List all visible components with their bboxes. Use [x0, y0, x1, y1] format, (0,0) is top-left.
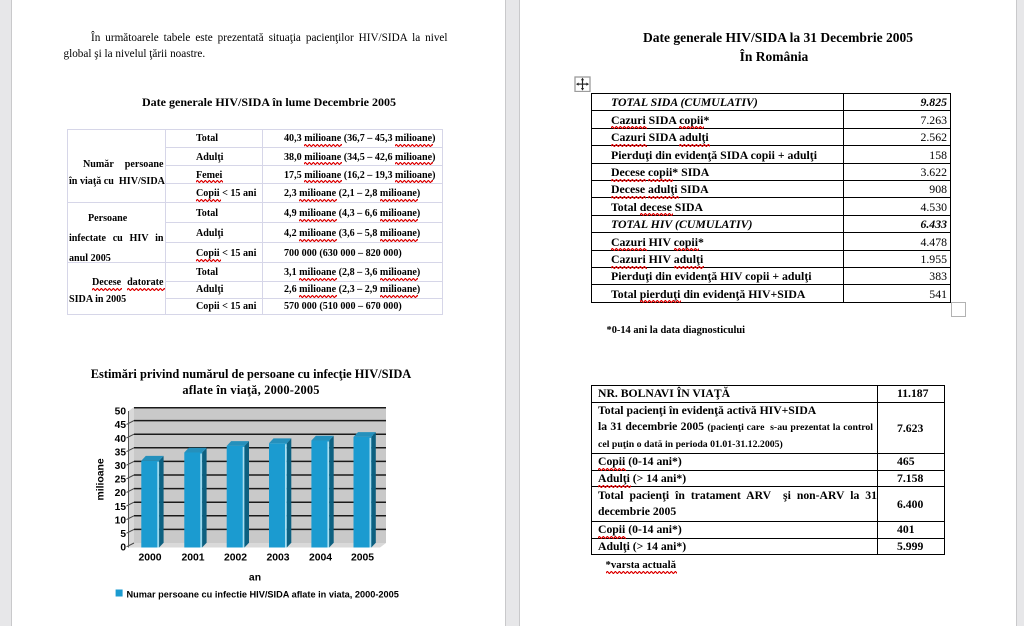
- svg-text:15: 15: [115, 502, 127, 513]
- svg-text:35: 35: [115, 447, 127, 458]
- svg-text:an: an: [249, 573, 261, 584]
- svg-text:45: 45: [115, 420, 127, 431]
- svg-text:40: 40: [115, 434, 127, 445]
- svg-text:0: 0: [120, 543, 126, 554]
- svg-text:20: 20: [115, 488, 127, 499]
- svg-text:30: 30: [115, 461, 127, 472]
- svg-text:2002: 2002: [224, 553, 247, 564]
- svg-text:2005: 2005: [351, 553, 374, 564]
- svg-text:milioane: milioane: [96, 458, 107, 500]
- svg-text:Numar persoane cu infectie HIV: Numar persoane cu infectie HIV/SIDA afla…: [127, 589, 399, 599]
- svg-text:2003: 2003: [266, 553, 289, 564]
- svg-text:10: 10: [115, 515, 127, 526]
- svg-text:25: 25: [115, 475, 127, 486]
- svg-text:50: 50: [115, 407, 127, 418]
- svg-text:2000: 2000: [138, 553, 161, 564]
- svg-text:2001: 2001: [181, 553, 204, 564]
- svg-text:5: 5: [120, 529, 126, 540]
- svg-text:2004: 2004: [309, 553, 332, 564]
